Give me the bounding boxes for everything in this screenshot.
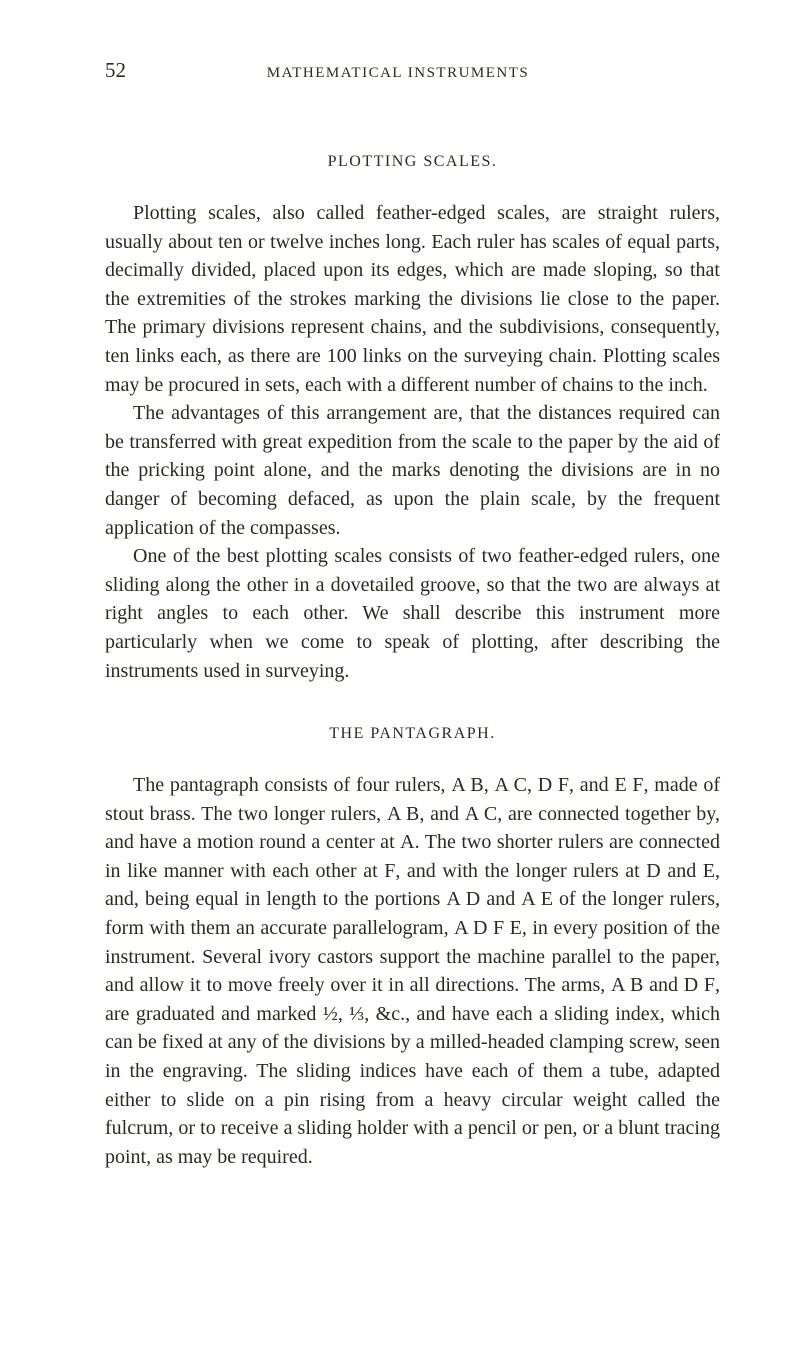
paragraph-1: Plotting scales, also called feather-edg… xyxy=(105,199,720,399)
section-title-pantagraph: THE PANTAGRAPH. xyxy=(105,725,720,743)
page-header: 52 MATHEMATICAL INSTRUMENTS xyxy=(105,58,720,83)
section-title-plotting: PLOTTING SCALES. xyxy=(105,153,720,171)
paragraph-3: One of the best plotting scales consists… xyxy=(105,542,720,685)
page-container: 52 MATHEMATICAL INSTRUMENTS PLOTTING SCA… xyxy=(0,0,800,1231)
paragraph-2: The advantages of this arrangement are, … xyxy=(105,399,720,542)
running-title: MATHEMATICAL INSTRUMENTS xyxy=(126,65,720,82)
paragraph-4: The pantagraph consists of four rulers, … xyxy=(105,771,720,1171)
page-number: 52 xyxy=(105,58,126,83)
